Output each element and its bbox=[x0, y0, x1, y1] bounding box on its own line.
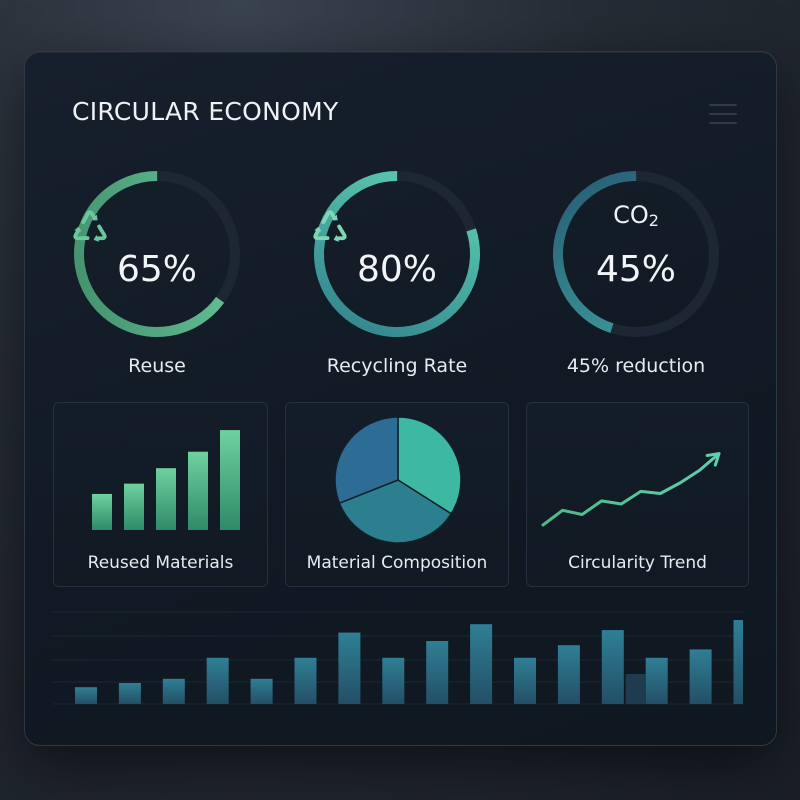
reused-materials-label: Reused Materials bbox=[87, 553, 234, 573]
bottom-bar bbox=[294, 657, 317, 704]
reused-materials-bar bbox=[188, 451, 208, 530]
bottom-bar bbox=[250, 678, 273, 704]
material-composition-card[interactable]: Material Composition bbox=[285, 402, 509, 587]
reuse-label: Reuse bbox=[128, 355, 186, 377]
trend-arrow-icon bbox=[705, 452, 721, 467]
reuse-value: 65% bbox=[116, 249, 197, 290]
reused-materials-bar bbox=[124, 483, 144, 530]
gauge-progress-arc bbox=[73, 171, 240, 337]
co2-gauge-ring bbox=[553, 171, 719, 337]
bottom-bar-chart bbox=[53, 611, 743, 705]
material-composition-slice bbox=[334, 416, 399, 505]
co2-reduction-label: 45% reduction bbox=[566, 355, 706, 377]
co2-gauge: CO2 45% bbox=[546, 164, 726, 344]
bottom-bar bbox=[75, 687, 97, 704]
recycling-rate-gauge-ring bbox=[314, 171, 480, 337]
bottom-bar bbox=[514, 657, 536, 704]
bottom-bar bbox=[338, 632, 361, 704]
gauge-progress-arc bbox=[553, 171, 719, 337]
recycling-rate-value: 80% bbox=[356, 249, 437, 290]
bottom-bar bbox=[470, 624, 493, 704]
co2-icon: CO2 bbox=[613, 201, 659, 230]
circularity-trend-chart bbox=[541, 452, 721, 527]
hamburger-menu-icon[interactable] bbox=[709, 104, 737, 124]
bottom-bar bbox=[689, 649, 712, 704]
page-title: CIRCULAR ECONOMY bbox=[72, 97, 339, 126]
reused-materials-bar bbox=[220, 430, 240, 530]
reused-materials-bar bbox=[92, 493, 112, 530]
reuse-gauge: 65% bbox=[67, 164, 247, 344]
co2-value: 45% bbox=[595, 249, 676, 290]
circularity-trend-card[interactable]: Circularity Trend bbox=[526, 402, 749, 587]
bottom-bar bbox=[162, 678, 185, 704]
circularity-trend-label: Circularity Trend bbox=[568, 553, 707, 573]
bottom-bar bbox=[557, 645, 580, 704]
recycling-rate-label: Recycling Rate bbox=[326, 355, 468, 377]
dashboard-panel: CIRCULAR ECONOMY 65% Reuse 80% Recycling… bbox=[24, 51, 777, 746]
circularity-trend-line bbox=[541, 452, 721, 527]
recycling-rate-gauge: 80% bbox=[307, 164, 487, 344]
bottom-bar bbox=[118, 683, 141, 704]
bottom-bar bbox=[206, 657, 229, 704]
bottom-bar bbox=[645, 657, 668, 704]
reused-materials-card[interactable]: Reused Materials bbox=[53, 402, 268, 587]
reuse-gauge-ring bbox=[73, 171, 240, 337]
bottom-bar bbox=[601, 630, 624, 704]
reused-materials-chart bbox=[92, 430, 240, 530]
material-composition-label: Material Composition bbox=[306, 553, 488, 573]
reused-materials-bar bbox=[156, 468, 176, 530]
bottom-bar bbox=[382, 657, 405, 704]
bottom-bar bbox=[733, 620, 743, 704]
material-composition-chart bbox=[334, 416, 462, 544]
bottom-bar-shadow bbox=[625, 674, 646, 704]
material-composition-slice bbox=[338, 479, 453, 544]
bottom-bar bbox=[426, 641, 449, 704]
